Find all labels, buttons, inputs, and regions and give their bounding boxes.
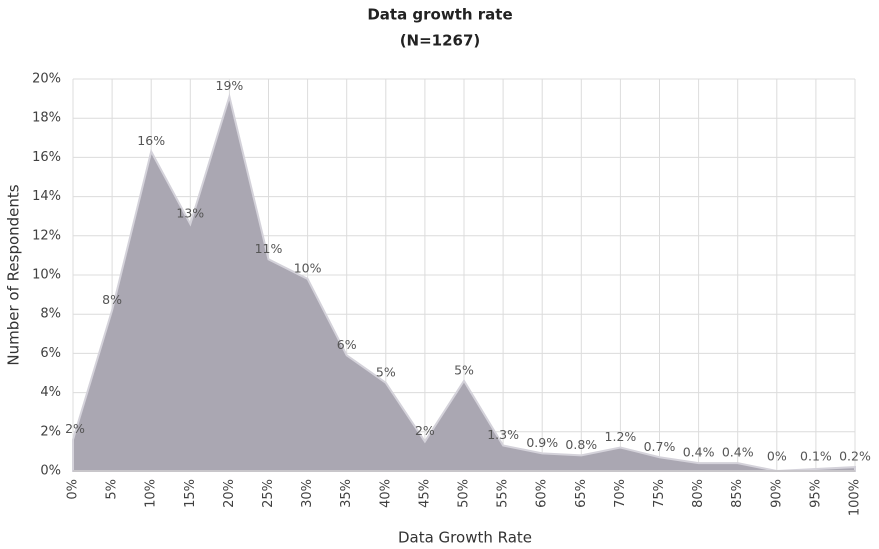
data-label: 2% xyxy=(415,423,435,438)
x-tick-label: 85% xyxy=(730,479,745,508)
x-tick-label: 90% xyxy=(769,479,784,508)
data-label: 1.2% xyxy=(605,429,637,444)
data-label: 0.7% xyxy=(644,439,676,454)
data-label: 6% xyxy=(337,337,357,352)
data-label: 13% xyxy=(176,206,204,221)
data-label: 0.1% xyxy=(800,449,832,464)
y-tick-label: 4% xyxy=(40,385,61,400)
y-tick-label: 10% xyxy=(32,268,61,283)
chart-title: Data growth rate xyxy=(367,6,512,24)
data-label: 19% xyxy=(216,78,244,93)
x-tick-label: 65% xyxy=(574,479,589,508)
x-tick-label: 95% xyxy=(808,479,823,508)
x-tick-label: 50% xyxy=(457,479,472,508)
data-label: 2% xyxy=(65,421,85,436)
x-tick-label: 100% xyxy=(848,479,863,516)
y-tick-label: 8% xyxy=(40,307,61,322)
y-tick-label: 2% xyxy=(40,424,61,439)
data-label: 0.9% xyxy=(526,435,558,450)
data-label: 8% xyxy=(102,292,122,307)
data-label: 11% xyxy=(255,241,283,256)
data-label: 0% xyxy=(767,449,787,464)
data-label: 5% xyxy=(454,362,474,377)
x-tick-label: 15% xyxy=(183,479,198,508)
y-tick-label: 18% xyxy=(32,111,61,126)
x-tick-label: 30% xyxy=(300,479,315,508)
y-tick-label: 14% xyxy=(32,189,61,204)
x-tick-label: 80% xyxy=(691,479,706,508)
x-tick-label: 10% xyxy=(144,479,159,508)
data-label: 0.4% xyxy=(722,445,754,460)
x-axis-title: Data Growth Rate xyxy=(398,529,532,547)
x-tick-label: 25% xyxy=(261,479,276,508)
x-tick-label: 45% xyxy=(417,479,432,508)
x-tick-label: 55% xyxy=(496,479,511,508)
x-tick-label: 20% xyxy=(222,479,237,508)
data-label: 1.3% xyxy=(487,427,519,442)
data-label: 0.4% xyxy=(683,445,715,460)
y-tick-label: 0% xyxy=(40,464,61,479)
x-tick-label: 75% xyxy=(652,479,667,508)
y-tick-label: 20% xyxy=(32,72,61,87)
chart-subtitle: (N=1267) xyxy=(400,32,481,50)
data-label: 0.8% xyxy=(565,437,597,452)
data-label: 16% xyxy=(137,133,165,148)
data-label: 5% xyxy=(376,364,396,379)
data-label: 10% xyxy=(294,260,322,275)
y-tick-label: 6% xyxy=(40,346,61,361)
y-tick-label: 12% xyxy=(32,228,61,243)
y-axis-title: Number of Respondents xyxy=(5,184,23,365)
x-tick-label: 40% xyxy=(378,479,393,508)
x-tick-label: 0% xyxy=(66,479,81,500)
x-tick-label: 70% xyxy=(613,479,628,508)
data-label: 0.2% xyxy=(839,449,871,464)
x-tick-label: 5% xyxy=(105,479,120,500)
y-tick-label: 16% xyxy=(32,150,61,165)
x-tick-label: 60% xyxy=(535,479,550,508)
x-tick-label: 35% xyxy=(339,479,354,508)
